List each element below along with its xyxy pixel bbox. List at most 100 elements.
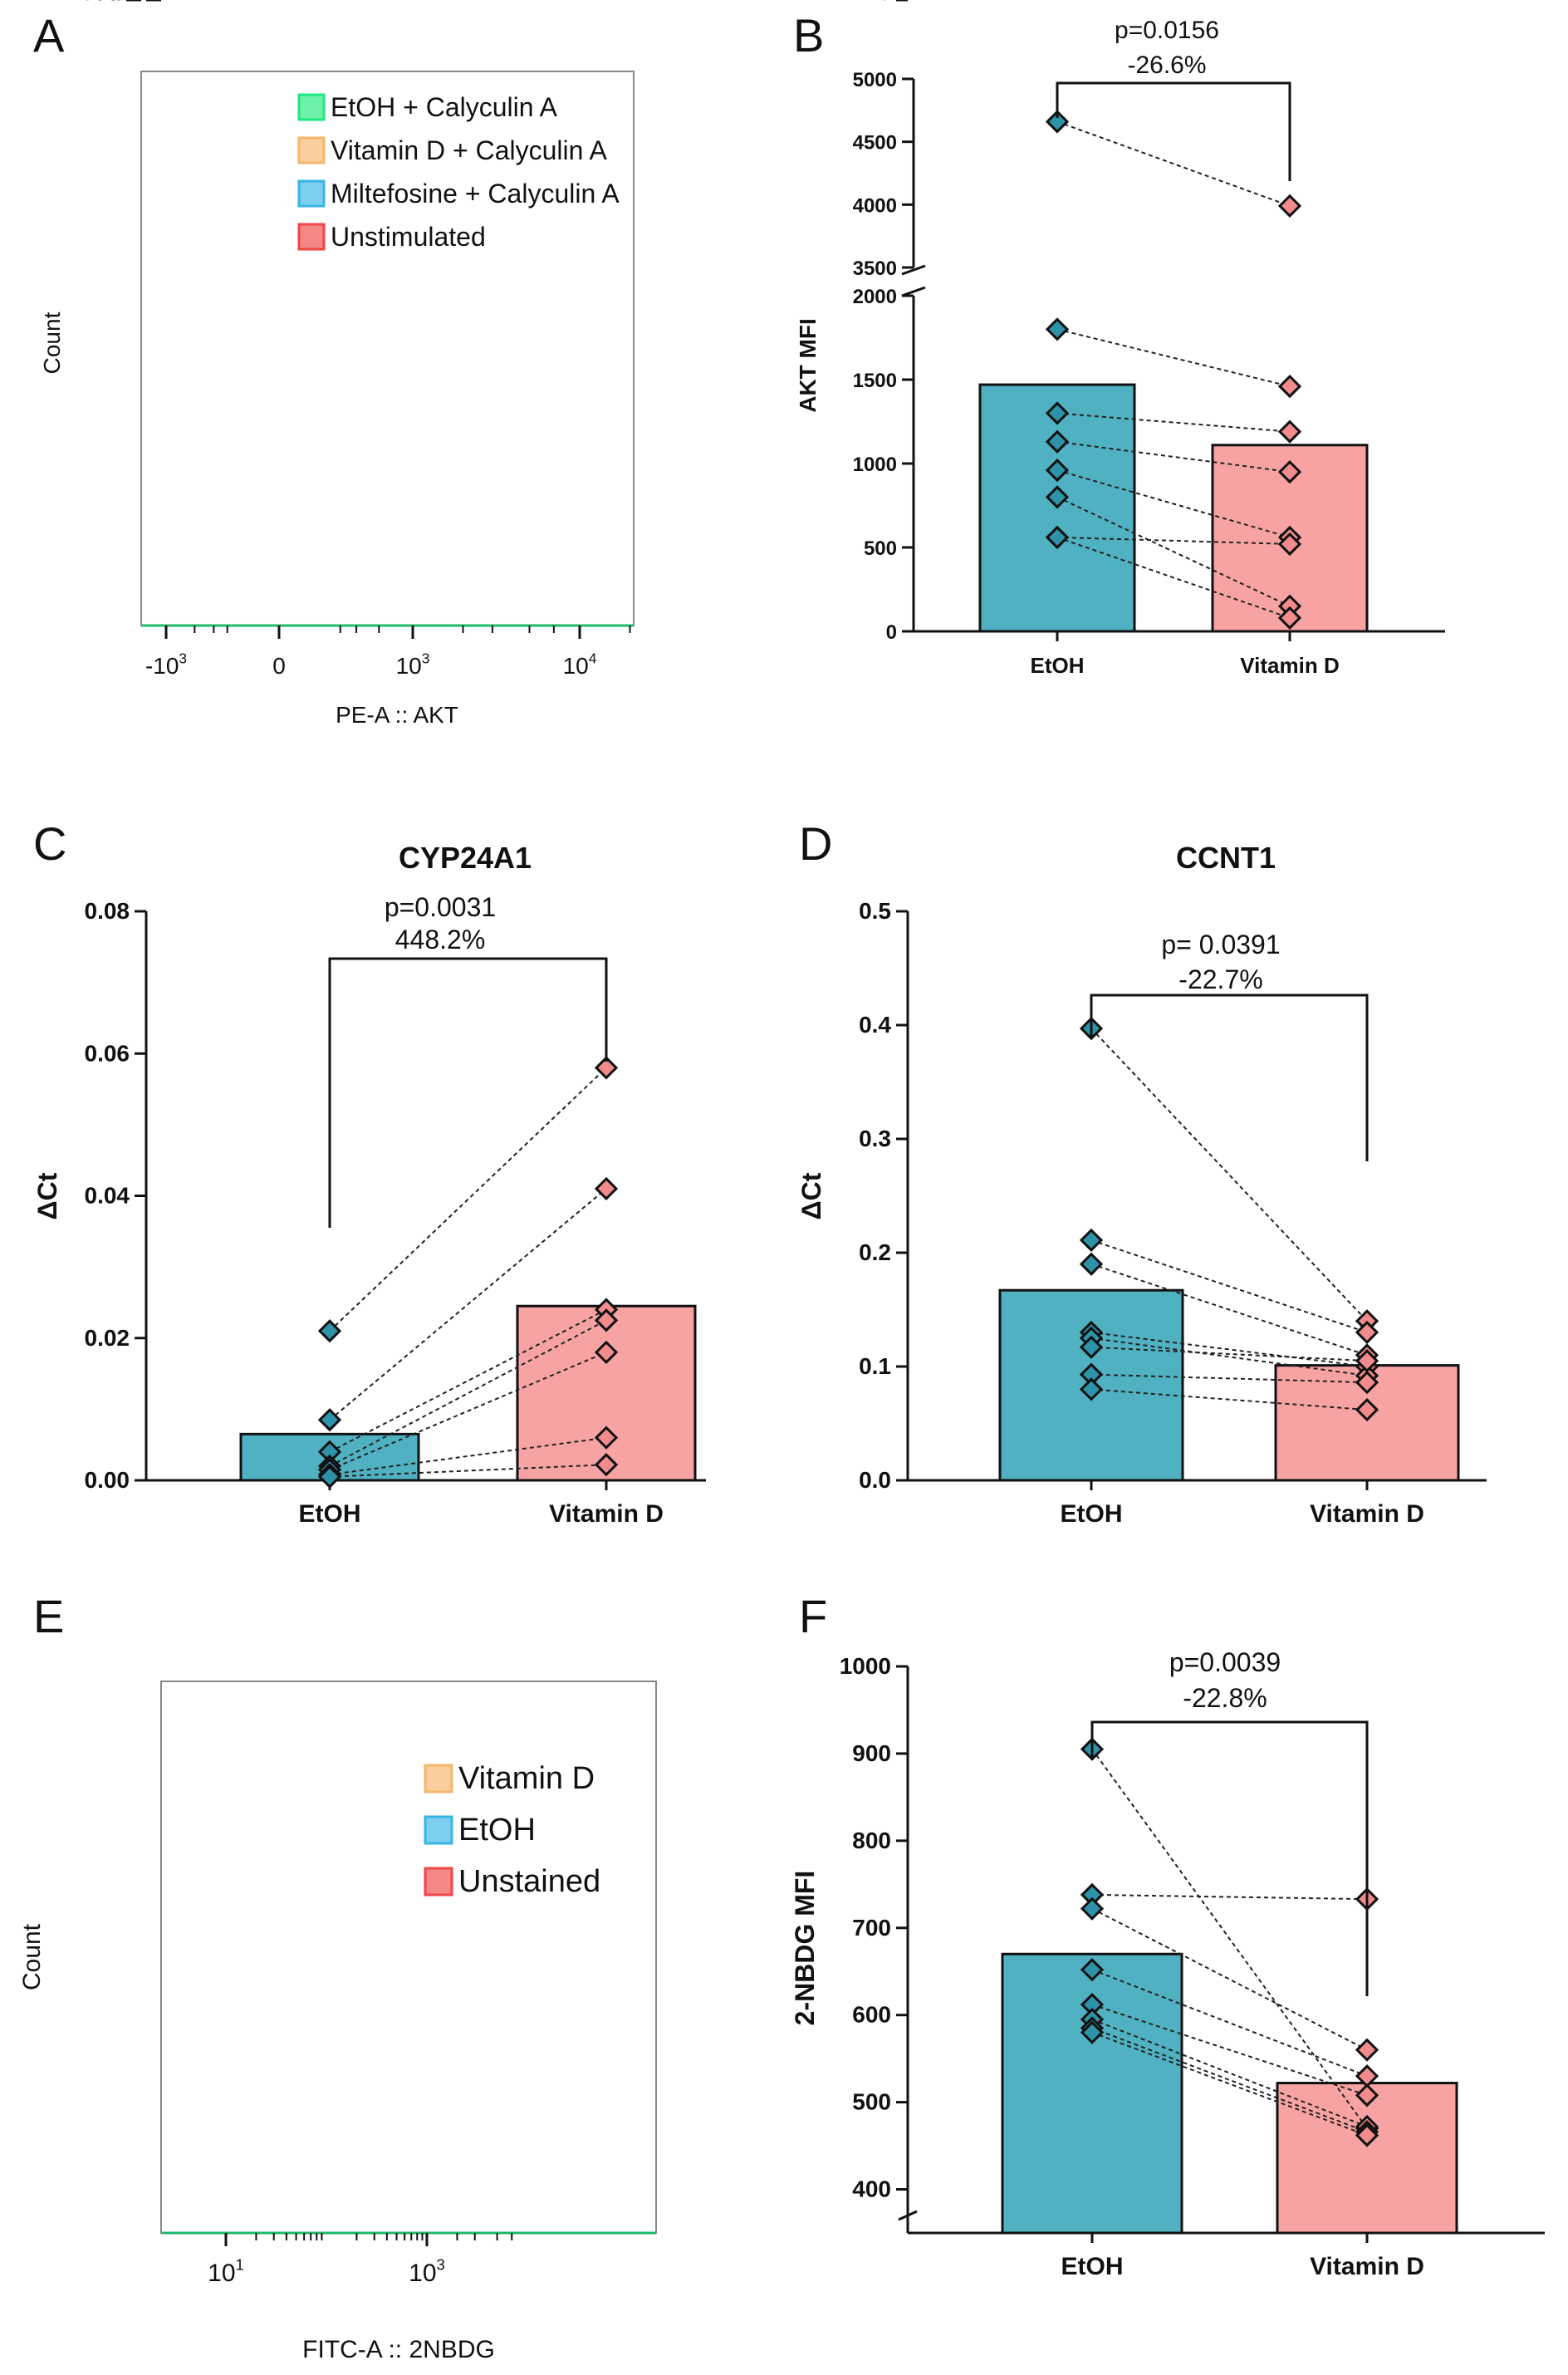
significance-bracket — [1056, 81, 1291, 181]
paired-line — [1090, 1337, 1368, 1376]
chart-title: CYP24A1 — [399, 841, 532, 875]
legend-label-etoh: EtOH — [458, 1813, 536, 1847]
y-tick-label: 600 — [852, 2002, 891, 2028]
y-tick-label: 700 — [852, 1915, 891, 1941]
y-tick-label: 200 — [98, 0, 140, 6]
y-tick-label: 500 — [852, 2089, 891, 2115]
x-tick-label-vitamin-d: Vitamin D — [1310, 1500, 1424, 1528]
panel-d-ccnt1-bar-chart: D 0.0 0.1 0.2 0.3 0.4 0.5 ΔCt CCNT1 EtOH Vitamin D… — [796, 817, 1487, 1528]
legend-label-miltefosine-calyculin-a: Miltefosine + Calyculin A — [331, 179, 620, 209]
y-tick-label: 800 — [852, 1828, 891, 1853]
y-tick-label: 4000 — [853, 194, 897, 217]
y-tick-label: 3500 — [853, 258, 897, 280]
panel-label-a: A — [33, 9, 65, 61]
paired-line — [1056, 412, 1291, 433]
data-point-etoh — [1079, 1252, 1104, 1276]
y-tick-label: 0.4 — [859, 1012, 891, 1038]
legend-label-vitamin-d: Vitamin D — [458, 1761, 595, 1796]
data-point-etoh — [1079, 1377, 1104, 1401]
data-point-etoh — [1080, 1897, 1105, 1921]
data-point-vitamin-d — [1355, 2083, 1379, 2108]
y-tick-label: 500 — [864, 537, 897, 560]
x-axis-label: FITC-A :: 2NBDG — [302, 2336, 495, 2363]
y-tick-label: 0 — [878, 0, 891, 5]
y-tick-label: 0.2 — [859, 1239, 891, 1265]
y-tick-label: 1000 — [840, 1653, 891, 1679]
data-point-vitamin-d — [1355, 1371, 1379, 1395]
y-axis-label: 2-NBDG MFI — [790, 1871, 820, 2026]
data-point-vitamin-d — [1355, 1320, 1379, 1345]
y-tick-label: 600 — [81, 0, 120, 5]
axis-break-mark — [901, 264, 926, 276]
x-tick-label: 104 — [563, 650, 597, 679]
significance-bracket — [1090, 994, 1369, 1161]
data-point-etoh — [1079, 1335, 1104, 1359]
data-point-etoh — [1045, 525, 1070, 550]
data-point-etoh — [1079, 1228, 1104, 1253]
panel-e-2nbdg-histogram: E0100200101103FITC-A :: 2NBDGCountVitami… — [18, 0, 657, 2363]
axis-break-mark — [898, 2210, 918, 2221]
paired-line — [1091, 2004, 1368, 2097]
y-tick-label: 0 — [125, 0, 140, 6]
data-point-vitamin-d — [1355, 1397, 1379, 1422]
data-point-etoh — [317, 1408, 342, 1432]
significance-bracket — [1090, 1720, 1369, 1996]
data-point-etoh — [1080, 2020, 1105, 2044]
p-value-label: p=0.0031 — [385, 892, 496, 922]
panel-label-f: F — [799, 1590, 827, 1642]
x-tick-label-vitamin-d: Vitamin D — [1240, 653, 1339, 678]
paired-line — [1091, 1907, 1368, 2051]
y-tick-label: 4500 — [853, 132, 897, 155]
y-tick-label: 100 — [98, 0, 140, 6]
x-tick-label: 0 — [272, 653, 286, 679]
paired-line — [1091, 2027, 1368, 2133]
paired-line — [1090, 1331, 1368, 1367]
data-point-vitamin-d — [594, 1453, 619, 1477]
y-tick-label: 0.3 — [859, 1126, 891, 1151]
y-tick-label: 0.02 — [85, 1325, 130, 1351]
y-axis-label: ΔCt — [796, 1172, 826, 1219]
paired-line — [329, 1464, 607, 1478]
chart-title: CCNT1 — [1176, 841, 1276, 875]
x-tick-label-etoh: EtOH — [299, 1500, 361, 1528]
data-point-vitamin-d — [594, 1340, 619, 1364]
percent-change-label: 448.2% — [395, 925, 486, 954]
paired-line — [1091, 1749, 1368, 2129]
legend-swatch-vitamin-d-calyculin-a — [297, 136, 326, 164]
plot-frame — [140, 71, 635, 626]
y-tick-label: 1500 — [853, 370, 897, 392]
paired-line — [329, 1436, 607, 1476]
data-point-vitamin-d — [594, 1308, 619, 1332]
data-point-vitamin-d — [1277, 459, 1302, 484]
x-tick-label-vitamin-d: Vitamin D — [549, 1500, 664, 1528]
x-tick-label: 103 — [396, 650, 430, 679]
paired-line — [1056, 496, 1291, 607]
y-tick-label: 1000 — [853, 454, 897, 476]
y-tick-label: 5000 — [853, 69, 897, 91]
significance-bracket — [328, 957, 608, 1228]
legend-label-unstimulated: Unstimulated — [331, 222, 486, 252]
legend-swatch-miltefosine-calyculin-a — [297, 179, 326, 208]
y-tick-label: 200 — [81, 0, 120, 5]
x-tick-label-vitamin-d: Vitamin D — [1310, 2253, 1424, 2280]
paired-line — [1090, 1388, 1368, 1411]
paired-line — [329, 1351, 607, 1471]
data-point-etoh — [317, 1465, 342, 1489]
panel-f-2nbdg-mfi-bar-chart: F 0 400 500 600 700 800 900 1000 2-NBDG MFI EtOH Vi… — [790, 0, 1545, 2280]
y-axis-label: ΔCt — [32, 1172, 62, 1219]
panel-label-c: C — [33, 817, 66, 870]
data-point-vitamin-d — [594, 1056, 619, 1080]
data-point-etoh — [1045, 401, 1070, 425]
data-point-etoh — [1080, 1958, 1105, 1982]
paired-line — [1056, 536, 1291, 619]
data-point-etoh — [1045, 110, 1070, 134]
data-point-vitamin-d — [1277, 532, 1302, 557]
data-point-vitamin-d — [594, 1425, 619, 1450]
paired-line — [1056, 440, 1291, 474]
y-tick-label: 0 — [886, 621, 897, 644]
y-tick-label: 0 — [106, 0, 120, 5]
legend-label-vitamin-d-calyculin-a: Vitamin D + Calyculin A — [331, 135, 608, 165]
p-value-label: p=0.0039 — [1169, 1647, 1281, 1677]
x-tick-label-etoh: EtOH — [1061, 1500, 1123, 1528]
x-tick-label: 101 — [208, 2256, 244, 2288]
